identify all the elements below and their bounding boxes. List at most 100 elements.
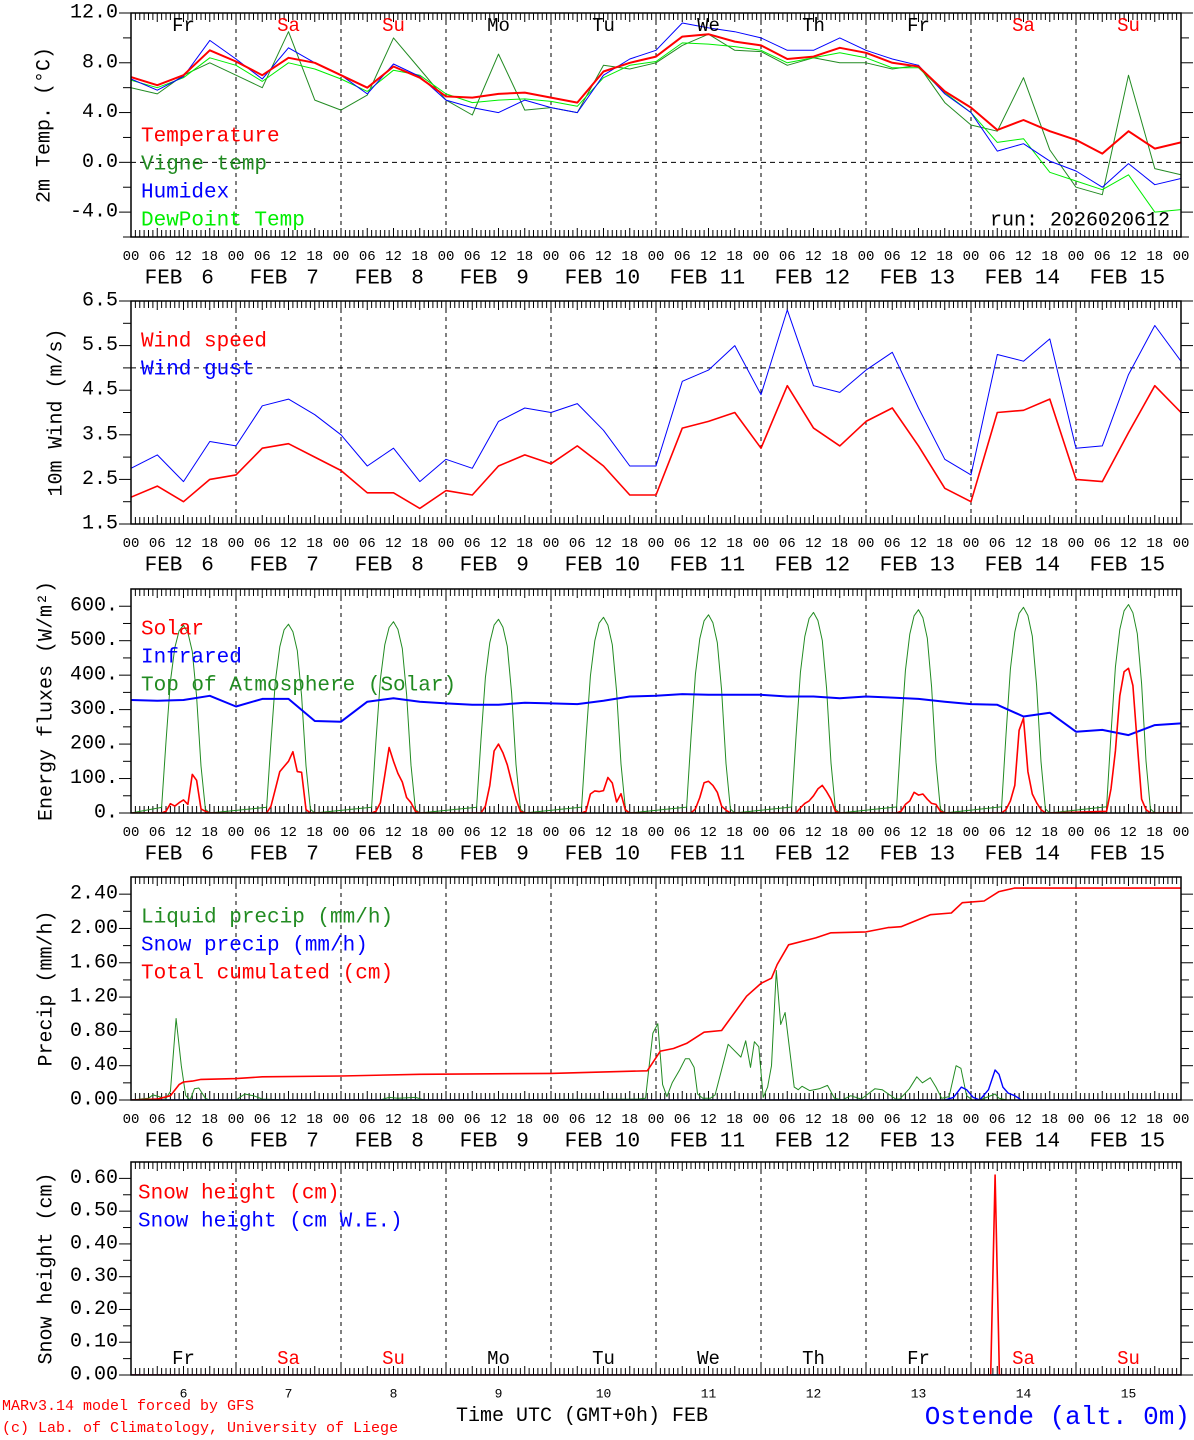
day-number-label: 10	[615, 1131, 640, 1154]
y-tick-label: 6.5	[82, 290, 118, 313]
hour-label: 00	[1068, 825, 1085, 841]
month-label: FEB	[565, 555, 603, 578]
month-label: FEB	[145, 844, 183, 867]
hour-label: 00	[438, 536, 455, 552]
hour-label: 06	[254, 825, 271, 841]
series-wind-gust	[131, 309, 1181, 483]
hour-label: 12	[700, 1112, 717, 1128]
month-label: FEB	[775, 268, 813, 291]
y-axis-title: 2m Temp. (°C)	[34, 47, 57, 203]
hour-label: 12	[280, 1112, 297, 1128]
hour-label: 12	[1120, 825, 1137, 841]
y-tick-label: 1.5	[82, 513, 118, 536]
month-label: FEB	[250, 555, 288, 578]
day-number-label: 14	[1016, 1387, 1032, 1402]
hour-label: 00	[228, 1112, 245, 1128]
hour-label: 06	[464, 536, 481, 552]
legend-entry: Wind gust	[141, 359, 254, 382]
y-tick-label: 2.40	[70, 883, 118, 906]
hour-label: 06	[464, 249, 481, 265]
hour-label: 06	[674, 1112, 691, 1128]
day-number-label: 9	[516, 844, 529, 867]
y-tick-label: 8.0	[82, 51, 118, 74]
weekday-label: We	[697, 1348, 720, 1370]
panel-temperature: 12.0 8.0 4.0 0.0 -4.0 Temperature Vigne temp Hu…	[34, 2, 1193, 291]
hour-label: 12	[385, 1112, 402, 1128]
hour-label: 12	[175, 536, 192, 552]
day-number-label: 8	[411, 844, 424, 867]
hour-label: 18	[201, 249, 218, 265]
y-axis-title: Precip (mm/h)	[36, 910, 59, 1066]
month-label: FEB	[250, 268, 288, 291]
hour-label: 12	[280, 825, 297, 841]
day-number-label: 10	[596, 1387, 612, 1402]
hour-label: 00	[963, 825, 980, 841]
month-label: FEB	[985, 1131, 1023, 1154]
month-label: FEB	[565, 844, 603, 867]
hour-label: 12	[700, 249, 717, 265]
month-label: FEB	[145, 555, 183, 578]
weekday-label: Su	[1117, 15, 1140, 37]
series-group	[131, 309, 1181, 510]
hour-label: 06	[779, 1112, 796, 1128]
hour-label: 00	[963, 249, 980, 265]
weekday-label: We	[697, 15, 720, 37]
hour-label: 18	[831, 249, 848, 265]
hour-label: 18	[516, 1112, 533, 1128]
hour-label: 06	[884, 825, 901, 841]
hour-label: 00	[963, 536, 980, 552]
hour-label: 00	[123, 249, 140, 265]
day-number-label: 10	[615, 268, 640, 291]
hour-label: 12	[175, 825, 192, 841]
day-number-label: 8	[411, 268, 424, 291]
y-tick-label: 400.	[70, 664, 118, 687]
hour-label: 18	[621, 536, 638, 552]
y-tick-label: 300.	[70, 698, 118, 721]
month-label: FEB	[355, 1131, 393, 1154]
day-number-label: 11	[720, 268, 745, 291]
day-number-label: 12	[806, 1387, 822, 1402]
hour-label: 00	[123, 536, 140, 552]
day-number-label: 8	[411, 1131, 424, 1154]
weekday-label: Fr	[907, 15, 930, 37]
month-label: FEB	[355, 268, 393, 291]
hour-label: 06	[464, 825, 481, 841]
hour-label: 18	[306, 825, 323, 841]
day-number-label: 12	[825, 268, 850, 291]
hour-label: 12	[700, 536, 717, 552]
hour-label: 06	[254, 249, 271, 265]
hour-label: 06	[149, 1112, 166, 1128]
y-tick-label: 2.5	[82, 468, 118, 491]
hour-label: 12	[490, 249, 507, 265]
series-humidex	[131, 22, 1181, 188]
y-tick-label: 4.5	[82, 379, 118, 402]
legend-entry: Snow precip (mm/h)	[141, 935, 368, 958]
weekday-label: Tu	[592, 1348, 615, 1370]
hour-label: 18	[831, 536, 848, 552]
x-axis-title: Time UTC (GMT+0h) FEB	[456, 1405, 709, 1428]
month-label: FEB	[1090, 555, 1128, 578]
hour-label: 12	[280, 536, 297, 552]
hour-label: 18	[411, 249, 428, 265]
month-label: FEB	[460, 268, 498, 291]
hour-label: 12	[280, 249, 297, 265]
day-number-label: 11	[720, 555, 745, 578]
y-tick-label: 600.	[70, 595, 118, 618]
plot-frame	[130, 1161, 1182, 1376]
weekday-label: Fr	[172, 15, 195, 37]
day-number-label: 7	[306, 555, 319, 578]
hour-label: 00	[333, 1112, 350, 1128]
y-tick-label: 0.20	[70, 1298, 118, 1321]
y-tick-label: 0.60	[70, 1167, 118, 1190]
hour-label: 12	[910, 825, 927, 841]
series-group	[131, 887, 1181, 1100]
day-number-label: 11	[720, 1131, 745, 1154]
y-tick-label: 0.30	[70, 1265, 118, 1288]
hour-label: 06	[884, 1112, 901, 1128]
day-number-label: 12	[825, 844, 850, 867]
weekday-label: Mo	[487, 1348, 510, 1370]
day-number-label: 15	[1140, 844, 1165, 867]
hour-label: 18	[726, 825, 743, 841]
hour-label: 00	[333, 536, 350, 552]
series-snow-height-cm	[131, 1174, 1181, 1375]
